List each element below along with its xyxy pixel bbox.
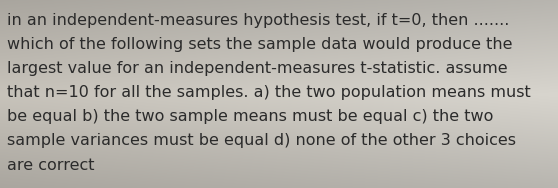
Text: that n=10 for all the samples. a) the two population means must: that n=10 for all the samples. a) the tw…: [7, 85, 531, 100]
Text: be equal b) the two sample means must be equal c) the two: be equal b) the two sample means must be…: [7, 109, 494, 124]
Text: in an independent-measures hypothesis test, if t=0, then .......: in an independent-measures hypothesis te…: [7, 13, 509, 28]
Text: largest value for an independent-measures t-statistic. assume: largest value for an independent-measure…: [7, 61, 508, 76]
Text: sample variances must be equal d) none of the other 3 choices: sample variances must be equal d) none o…: [7, 133, 516, 149]
Text: are correct: are correct: [7, 158, 95, 173]
Text: which of the following sets the sample data would produce the: which of the following sets the sample d…: [7, 37, 513, 52]
